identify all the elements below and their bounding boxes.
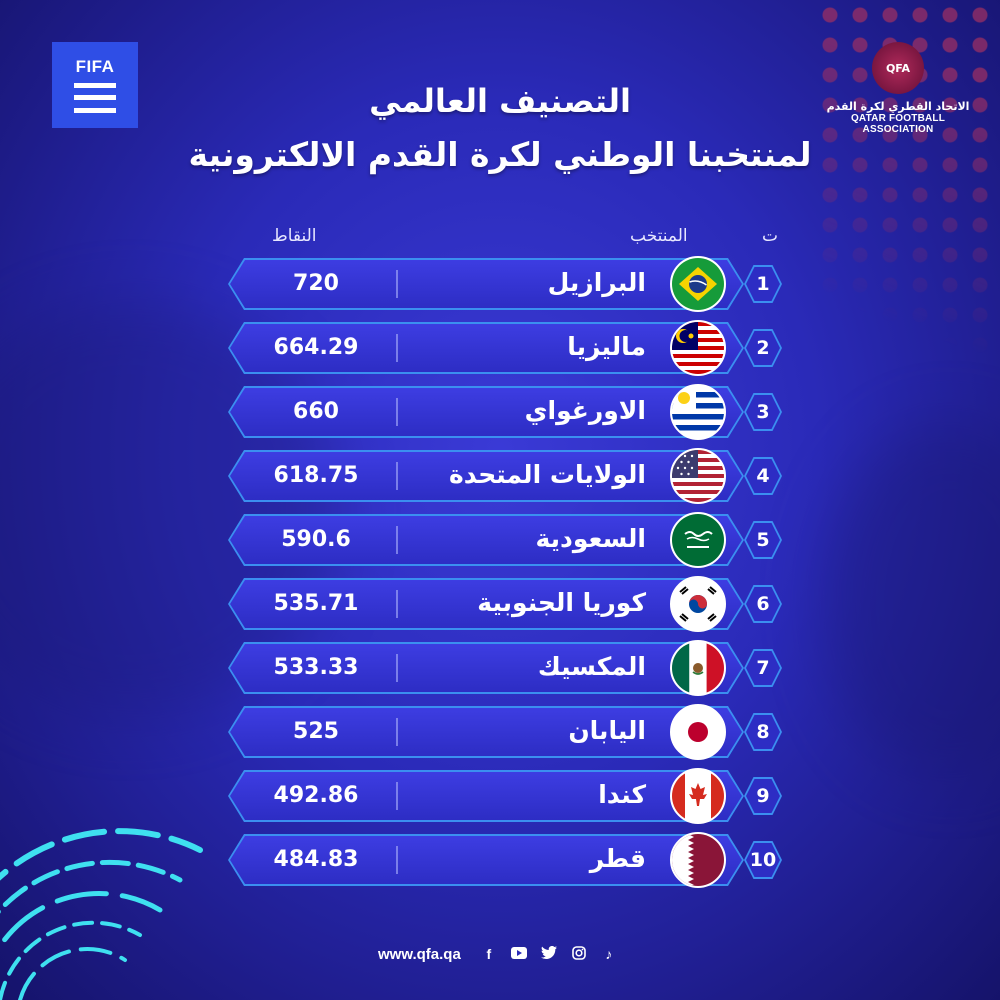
canada-flag-icon — [670, 768, 726, 824]
fifa-logo: FIFA — [52, 42, 138, 128]
points-value: 660 — [293, 399, 339, 424]
rank-number: 10 — [746, 843, 780, 877]
team-column-header: المنتخب — [630, 226, 688, 246]
qfa-badge-icon: QFA — [872, 42, 924, 94]
team-name: البرازيل — [547, 268, 646, 297]
points-value: 535.71 — [273, 591, 359, 616]
malaysia-flag-icon — [670, 320, 726, 376]
team-name: اليابان — [568, 716, 646, 745]
team-name: الولايات المتحدة — [449, 460, 646, 489]
points-column-header: النقاط — [272, 226, 317, 246]
usa-flag-icon — [670, 448, 726, 504]
rank-number: 1 — [746, 267, 780, 301]
rank-number: 3 — [746, 395, 780, 429]
qfa-name-english: QATAR FOOTBALL ASSOCIATION — [850, 113, 946, 135]
ranking-row: 618.75 الولايات المتحدة 4 — [228, 448, 782, 504]
points-value: 590.6 — [281, 527, 351, 552]
page-title: التصنيف العالمي — [369, 82, 631, 120]
rank-column-header: ت — [762, 226, 779, 246]
rank-number: 4 — [746, 459, 780, 493]
instagram-icon[interactable] — [571, 945, 587, 963]
ranking-row: 535.71 كوريا الجنوبية 6 — [228, 576, 782, 632]
tiktok-icon[interactable]: ♪ — [605, 946, 613, 962]
team-name: قطر — [589, 844, 646, 873]
team-name: الاورغواي — [524, 396, 646, 425]
points-value: 664.29 — [273, 335, 359, 360]
facebook-icon[interactable]: f — [486, 946, 492, 962]
twitter-icon[interactable] — [540, 945, 557, 962]
ranking-row: 533.33 المكسيك 7 — [228, 640, 782, 696]
ranking-row: 664.29 ماليزيا 2 — [228, 320, 782, 376]
footer: www.qfa.qa f ♪ — [378, 942, 617, 966]
ranking-row: 525 اليابان 8 — [228, 704, 782, 760]
rank-number: 8 — [746, 715, 780, 749]
team-name: المكسيك — [537, 652, 646, 681]
qfa-logo: QFA الاتحاد القطري لكرة القدم QATAR FOOT… — [818, 42, 978, 135]
south-korea-flag-icon — [670, 576, 726, 632]
ranking-row: 660 الاورغواي 3 — [228, 384, 782, 440]
saudi-arabia-flag-icon — [670, 512, 726, 568]
page-subtitle: لمنتخبنا الوطني لكرة القدم الالكترونية — [188, 135, 812, 174]
youtube-icon[interactable] — [510, 946, 527, 962]
qatar-flag-icon — [670, 832, 726, 888]
japan-flag-icon — [670, 704, 726, 760]
ranking-row: 492.86 كندا 9 — [228, 768, 782, 824]
uruguay-flag-icon — [670, 384, 726, 440]
background-blur-shape — [820, 420, 1000, 780]
rank-number: 5 — [746, 523, 780, 557]
rank-number: 7 — [746, 651, 780, 685]
rank-number: 9 — [746, 779, 780, 813]
mexico-flag-icon — [670, 640, 726, 696]
points-value: 618.75 — [273, 463, 359, 488]
team-name: السعودية — [535, 524, 646, 553]
rank-number: 2 — [746, 331, 780, 365]
team-name: كندا — [598, 780, 646, 809]
fifa-logo-text: FIFA — [75, 57, 115, 76]
decorative-arcs — [0, 828, 203, 1000]
ranking-row: 484.83 قطر 10 — [228, 832, 782, 888]
fifa-e-mark — [74, 83, 116, 113]
team-name: كوريا الجنوبية — [477, 588, 646, 617]
website-link[interactable]: www.qfa.qa — [378, 945, 461, 963]
points-value: 533.33 — [273, 655, 359, 680]
brazil-flag-icon — [670, 256, 726, 312]
points-value: 492.86 — [273, 783, 359, 808]
points-value: 484.83 — [273, 847, 359, 872]
team-name: ماليزيا — [567, 332, 646, 361]
points-value: 525 — [293, 719, 339, 744]
rank-number: 6 — [746, 587, 780, 621]
qfa-name-arabic: الاتحاد القطري لكرة القدم — [826, 100, 970, 113]
ranking-row: 720 البرازيل 1 — [228, 256, 782, 312]
ranking-row: 590.6 السعودية 5 — [228, 512, 782, 568]
points-value: 720 — [293, 271, 339, 296]
